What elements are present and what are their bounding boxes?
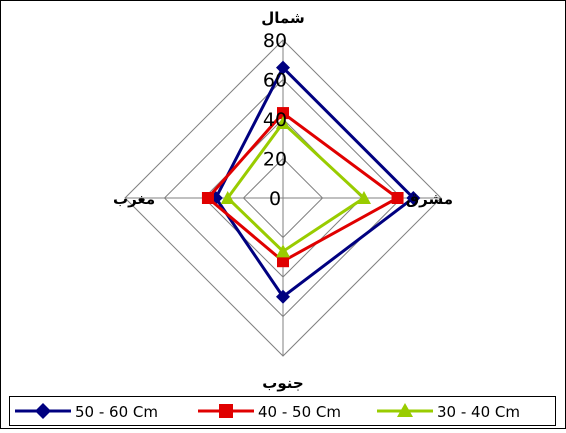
legend-entry-1: 40 - 50 Cm xyxy=(198,403,341,421)
legend-marker-2 xyxy=(397,403,413,417)
data-point-2-2 xyxy=(276,244,290,258)
data-point-0-1 xyxy=(406,191,421,205)
data-point-1-0 xyxy=(277,107,289,120)
data-point-1-3 xyxy=(201,192,214,204)
tick-label-20: 20 xyxy=(263,149,287,171)
legend-box xyxy=(9,396,556,426)
legend: 50 - 60 Cm 40 - 50 Cm 30 - 40 Cm xyxy=(9,396,556,426)
tick-label-40: 40 xyxy=(263,109,287,131)
legend-label-0: 50 - 60 Cm xyxy=(75,403,158,421)
data-point-0-0 xyxy=(276,60,290,75)
legend-label-2: 30 - 40 Cm xyxy=(437,403,520,421)
data-point-0-2 xyxy=(276,289,290,304)
tick-label-80: 80 xyxy=(263,30,287,52)
series-2 xyxy=(220,115,371,258)
legend-marker-0 xyxy=(35,403,51,419)
category-label-2: جنوب xyxy=(262,374,303,392)
label-layer: 0 20 40 60 80 شمال مشرق جنوب مغرب xyxy=(113,9,453,392)
series-1 xyxy=(201,107,404,268)
legend-marker-1 xyxy=(219,404,233,418)
data-point-2-3 xyxy=(220,191,235,204)
tick-label-60: 60 xyxy=(263,70,287,92)
category-label-3: مغرب xyxy=(113,190,155,208)
series-layer xyxy=(201,60,421,304)
series-0 xyxy=(208,60,421,304)
data-point-1-2 xyxy=(277,255,289,268)
category-label-0: شمال xyxy=(261,9,304,27)
category-label-1: مشرق xyxy=(406,190,453,208)
legend-entry-2: 30 - 40 Cm xyxy=(377,403,520,421)
legend-label-1: 40 - 50 Cm xyxy=(258,403,341,421)
tick-label-0: 0 xyxy=(269,188,281,210)
data-point-2-0 xyxy=(276,115,290,129)
data-point-1-1 xyxy=(391,192,404,204)
legend-entry-0: 50 - 60 Cm xyxy=(15,403,158,421)
data-point-2-1 xyxy=(356,191,371,204)
